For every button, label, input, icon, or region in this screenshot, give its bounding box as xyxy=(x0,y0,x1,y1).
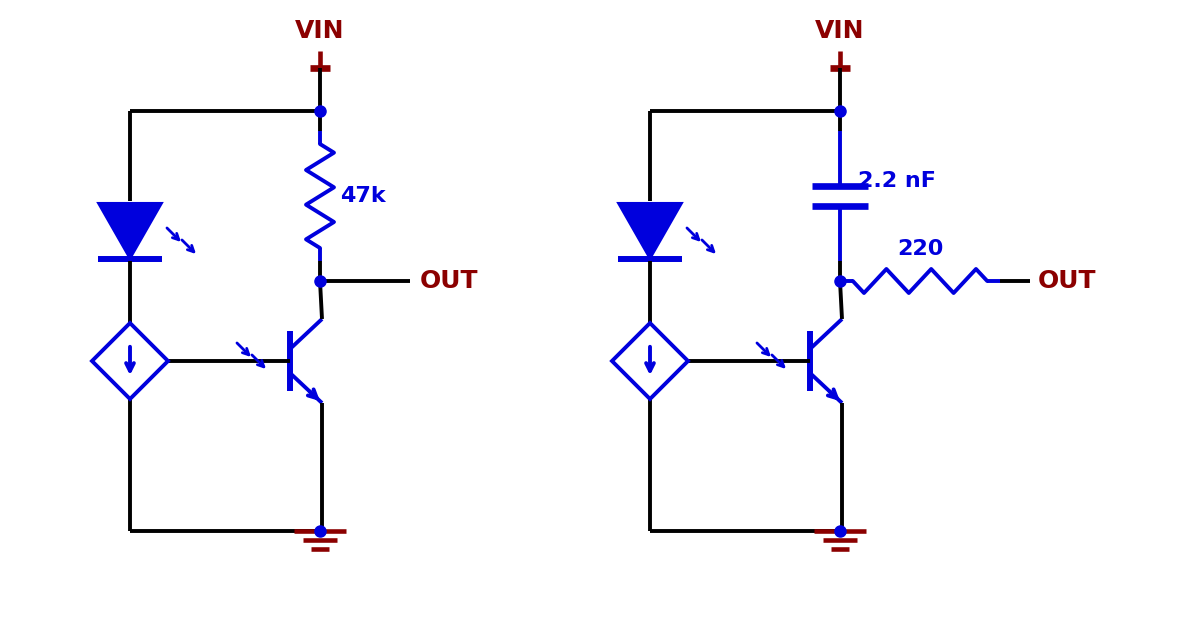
Polygon shape xyxy=(618,203,682,259)
Text: VIN: VIN xyxy=(815,19,865,43)
Polygon shape xyxy=(98,203,162,259)
Text: 47k: 47k xyxy=(340,186,385,206)
Text: OUT: OUT xyxy=(420,269,479,293)
Text: OUT: OUT xyxy=(1038,269,1097,293)
Text: 220: 220 xyxy=(896,239,943,259)
Text: VIN: VIN xyxy=(295,19,344,43)
Polygon shape xyxy=(92,323,168,399)
Polygon shape xyxy=(612,323,688,399)
Text: 2.2 nF: 2.2 nF xyxy=(858,171,936,191)
